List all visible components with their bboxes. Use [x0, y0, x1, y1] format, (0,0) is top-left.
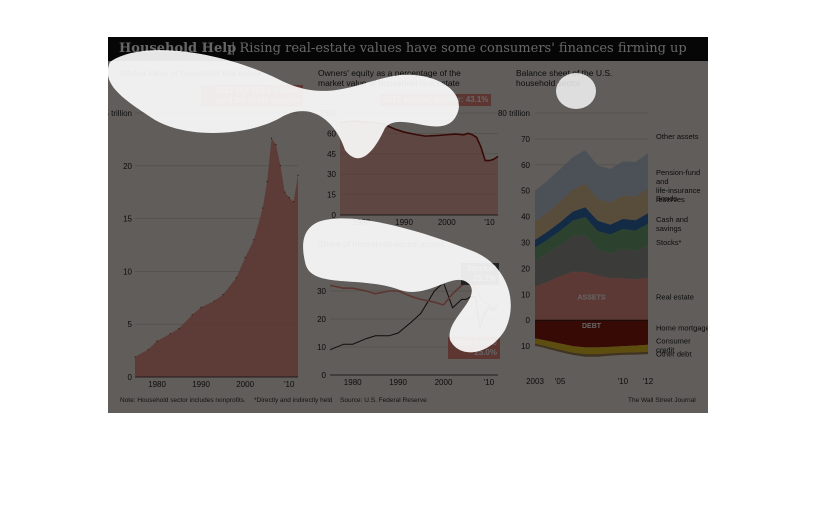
p4-ytick-label: 40 — [521, 213, 530, 222]
footer-credit: The Wall Street Journal — [628, 397, 696, 404]
p4-ytick-label: 80 trillion — [498, 109, 530, 118]
p4-plot: 80 trillion 70 60 50 40 30 20 10 0 10 ASSETS DEBT 20… — [498, 109, 708, 386]
p4-legend-label: savings — [656, 224, 682, 233]
p4-ytick-label: 10 — [521, 290, 530, 299]
p4-ytick-label: 70 — [521, 135, 530, 144]
p4-band-assets: ASSETS — [577, 294, 605, 301]
p4-ytick-label: 50 — [521, 187, 530, 196]
p4-xtick-label: 2003 — [526, 377, 544, 386]
p4-ytick-label: 60 — [521, 161, 530, 170]
footer-note: Note: Household sector includes nonprofi… — [120, 397, 246, 404]
p4-legend-label: Other assets — [656, 132, 699, 141]
p4-legend-label: Other debt — [656, 349, 692, 358]
p4-band-debt: DEBT — [582, 323, 602, 330]
p4-xtick-label: '10 — [618, 377, 629, 386]
p4-legend-label: Pension-fund — [656, 168, 700, 177]
p4-legend-label: and — [656, 177, 669, 186]
p4-legend-label: Consumer — [656, 337, 691, 346]
p4-legend-label: Real estate — [656, 292, 694, 301]
p4-legend-label: Cash and — [656, 215, 688, 224]
p4-legend-label: life-insurance — [656, 186, 701, 195]
p4-legend-label: Home mortgages — [656, 324, 708, 333]
p4-ytick-label: 0 — [526, 316, 531, 325]
p4-ytick-label: 10 — [521, 342, 530, 351]
footer-asterisk: *Directly and indirectly held — [254, 397, 333, 404]
footer-source: Source: U.S. Federal Reserve — [340, 397, 427, 404]
p4-xtick-label: '12 — [643, 377, 654, 386]
p4-ytick-label: 30 — [521, 239, 530, 248]
p4-ytick-label: 20 — [521, 264, 530, 273]
p4-xtick-label: '05 — [555, 377, 566, 386]
figure: Household Help | Rising real-estate valu… — [108, 37, 708, 413]
p4-legend-label: reserves — [656, 195, 685, 204]
p4-legend-label: Stocks* — [656, 238, 682, 247]
